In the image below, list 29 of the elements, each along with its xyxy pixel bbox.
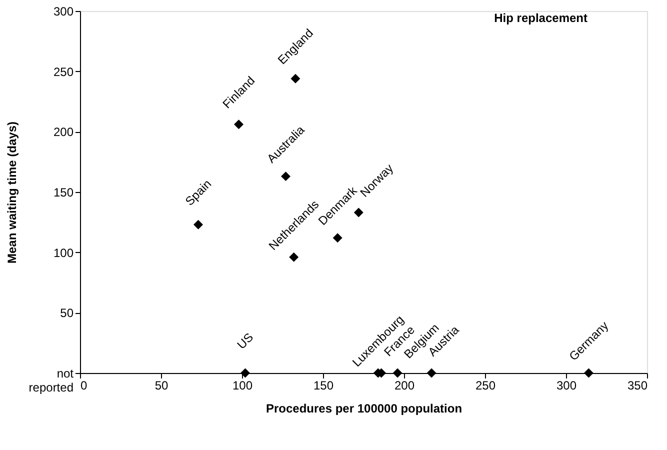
y-tick-label: not reported (28, 366, 74, 394)
point (332, 233, 342, 243)
y-tick-label: 300 (53, 4, 74, 18)
point (392, 368, 402, 378)
point (194, 220, 204, 230)
chart-title: Hip replacement (494, 11, 588, 25)
y-tick-label: 250 (53, 64, 74, 79)
x-tick-label: 50 (154, 378, 168, 392)
y-tick-label: 50 (60, 306, 74, 320)
x-tick-label: 100 (232, 378, 253, 392)
point (426, 368, 436, 378)
point (234, 120, 244, 130)
point (290, 74, 300, 84)
annotation: US (234, 330, 256, 352)
x-tick-label: 250 (475, 378, 496, 392)
point (240, 368, 250, 378)
y-tick-label: 200 (53, 125, 74, 140)
y-tick-label: 100 (53, 246, 74, 260)
x-tick-label: 0 (80, 378, 88, 392)
x-tick-label: 350 (627, 378, 648, 392)
point (584, 368, 594, 378)
x-tick-label: 150 (313, 378, 334, 392)
x-axis-title: Procedures per 100000 population (266, 402, 462, 416)
y-tick-label: 150 (53, 186, 74, 200)
y-axis-title: Mean waiting time (days) (4, 121, 19, 264)
point (289, 252, 299, 262)
point (280, 172, 290, 182)
x-tick-label: 200 (394, 378, 415, 392)
x-tick-label: 300 (556, 378, 577, 392)
